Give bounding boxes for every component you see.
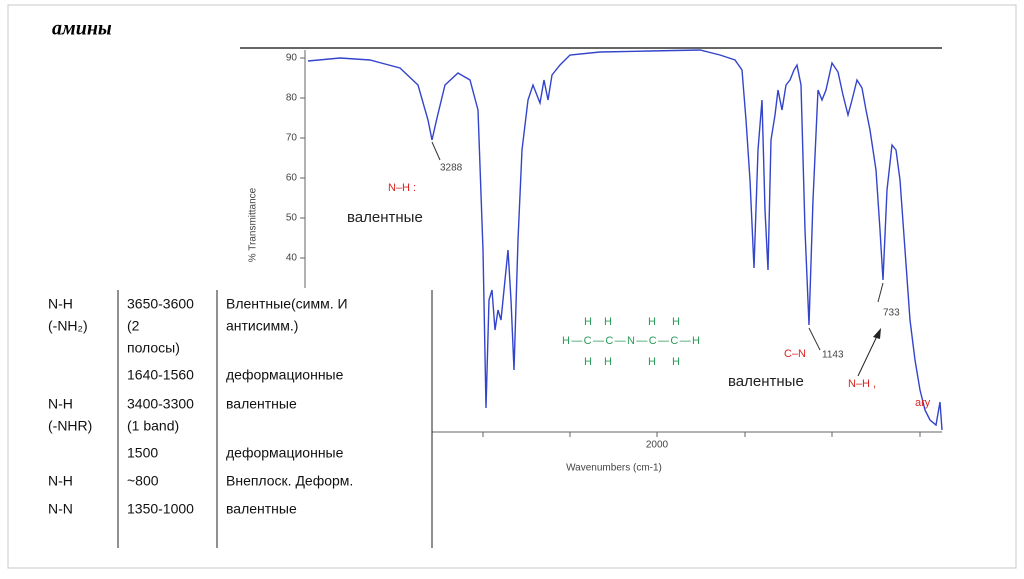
title: амины <box>52 18 112 40</box>
slide-frame <box>7 4 1017 569</box>
group-label: N–H , <box>848 378 876 390</box>
atom: H <box>672 356 680 368</box>
table-cell: полосы) <box>127 340 180 356</box>
leader-line <box>877 282 884 303</box>
table-bg <box>40 288 432 548</box>
y-tick-label: 50 <box>286 213 298 224</box>
atom: H <box>648 356 656 368</box>
table-cell: (1 band) <box>127 418 179 434</box>
group-label: C–N <box>784 348 806 360</box>
arrow <box>857 333 879 377</box>
atom: H <box>604 316 612 328</box>
spectrum-curve <box>307 49 943 431</box>
y-tick-label: 90 <box>286 53 298 64</box>
annotation: валентные <box>728 373 804 390</box>
table-cell: 3400-3300 <box>127 396 194 412</box>
atom: H <box>604 356 612 368</box>
table-cell: 1500 <box>127 445 158 461</box>
table-cell: (-NHR) <box>48 418 92 434</box>
table-cell: ~800 <box>127 473 159 489</box>
table-cell: валентные <box>226 501 297 517</box>
group-label: ary <box>915 397 931 409</box>
y-tick-label: 40 <box>286 253 298 264</box>
table-cell: Внеплоск. Деформ. <box>226 473 353 489</box>
peak-label: 3288 <box>440 163 463 174</box>
arrow-head <box>873 328 881 339</box>
table-cell: (-NH₂) <box>48 318 88 334</box>
table-cell: антисимм.) <box>226 318 298 334</box>
atom: H <box>648 316 656 328</box>
table-cell: 1640-1560 <box>127 367 194 383</box>
atom: H <box>672 316 680 328</box>
x-ticks <box>482 432 921 437</box>
table-cell: (2 <box>127 318 140 334</box>
table-cell: 1350-1000 <box>127 501 194 517</box>
leader-line <box>808 327 821 351</box>
atom: H <box>584 356 592 368</box>
peak-label: 1143 <box>822 350 844 361</box>
x-tick-label: 2000 <box>646 440 669 451</box>
table-cell: N-H <box>48 473 73 489</box>
table-cell: Влентные(симм. И <box>226 296 348 312</box>
table-cell: 3650-3600 <box>127 296 194 312</box>
atom: H <box>584 316 592 328</box>
molecule-chain: H—C—C—N—C—C—H <box>562 335 700 347</box>
peak-label: 733 <box>883 308 900 319</box>
y-tick-label: 70 <box>286 133 298 144</box>
x-axis-label: Wavenumbers (cm-1) <box>566 463 662 474</box>
table-cell: деформационные <box>226 367 344 383</box>
table-cell: N-H <box>48 396 73 412</box>
table-cell: N-N <box>48 501 73 517</box>
annotation: валентные <box>347 209 423 226</box>
table-cell: N-H <box>48 296 73 312</box>
y-tick-label: 80 <box>286 93 298 104</box>
y-axis-label: % Transmittance <box>248 187 259 262</box>
y-tick-label: 60 <box>286 173 298 184</box>
group-label: N–H : <box>388 182 416 194</box>
leader-line <box>431 141 441 161</box>
table-cell: деформационные <box>226 445 344 461</box>
table-lines <box>117 290 433 548</box>
table-cell: валентные <box>226 396 297 412</box>
